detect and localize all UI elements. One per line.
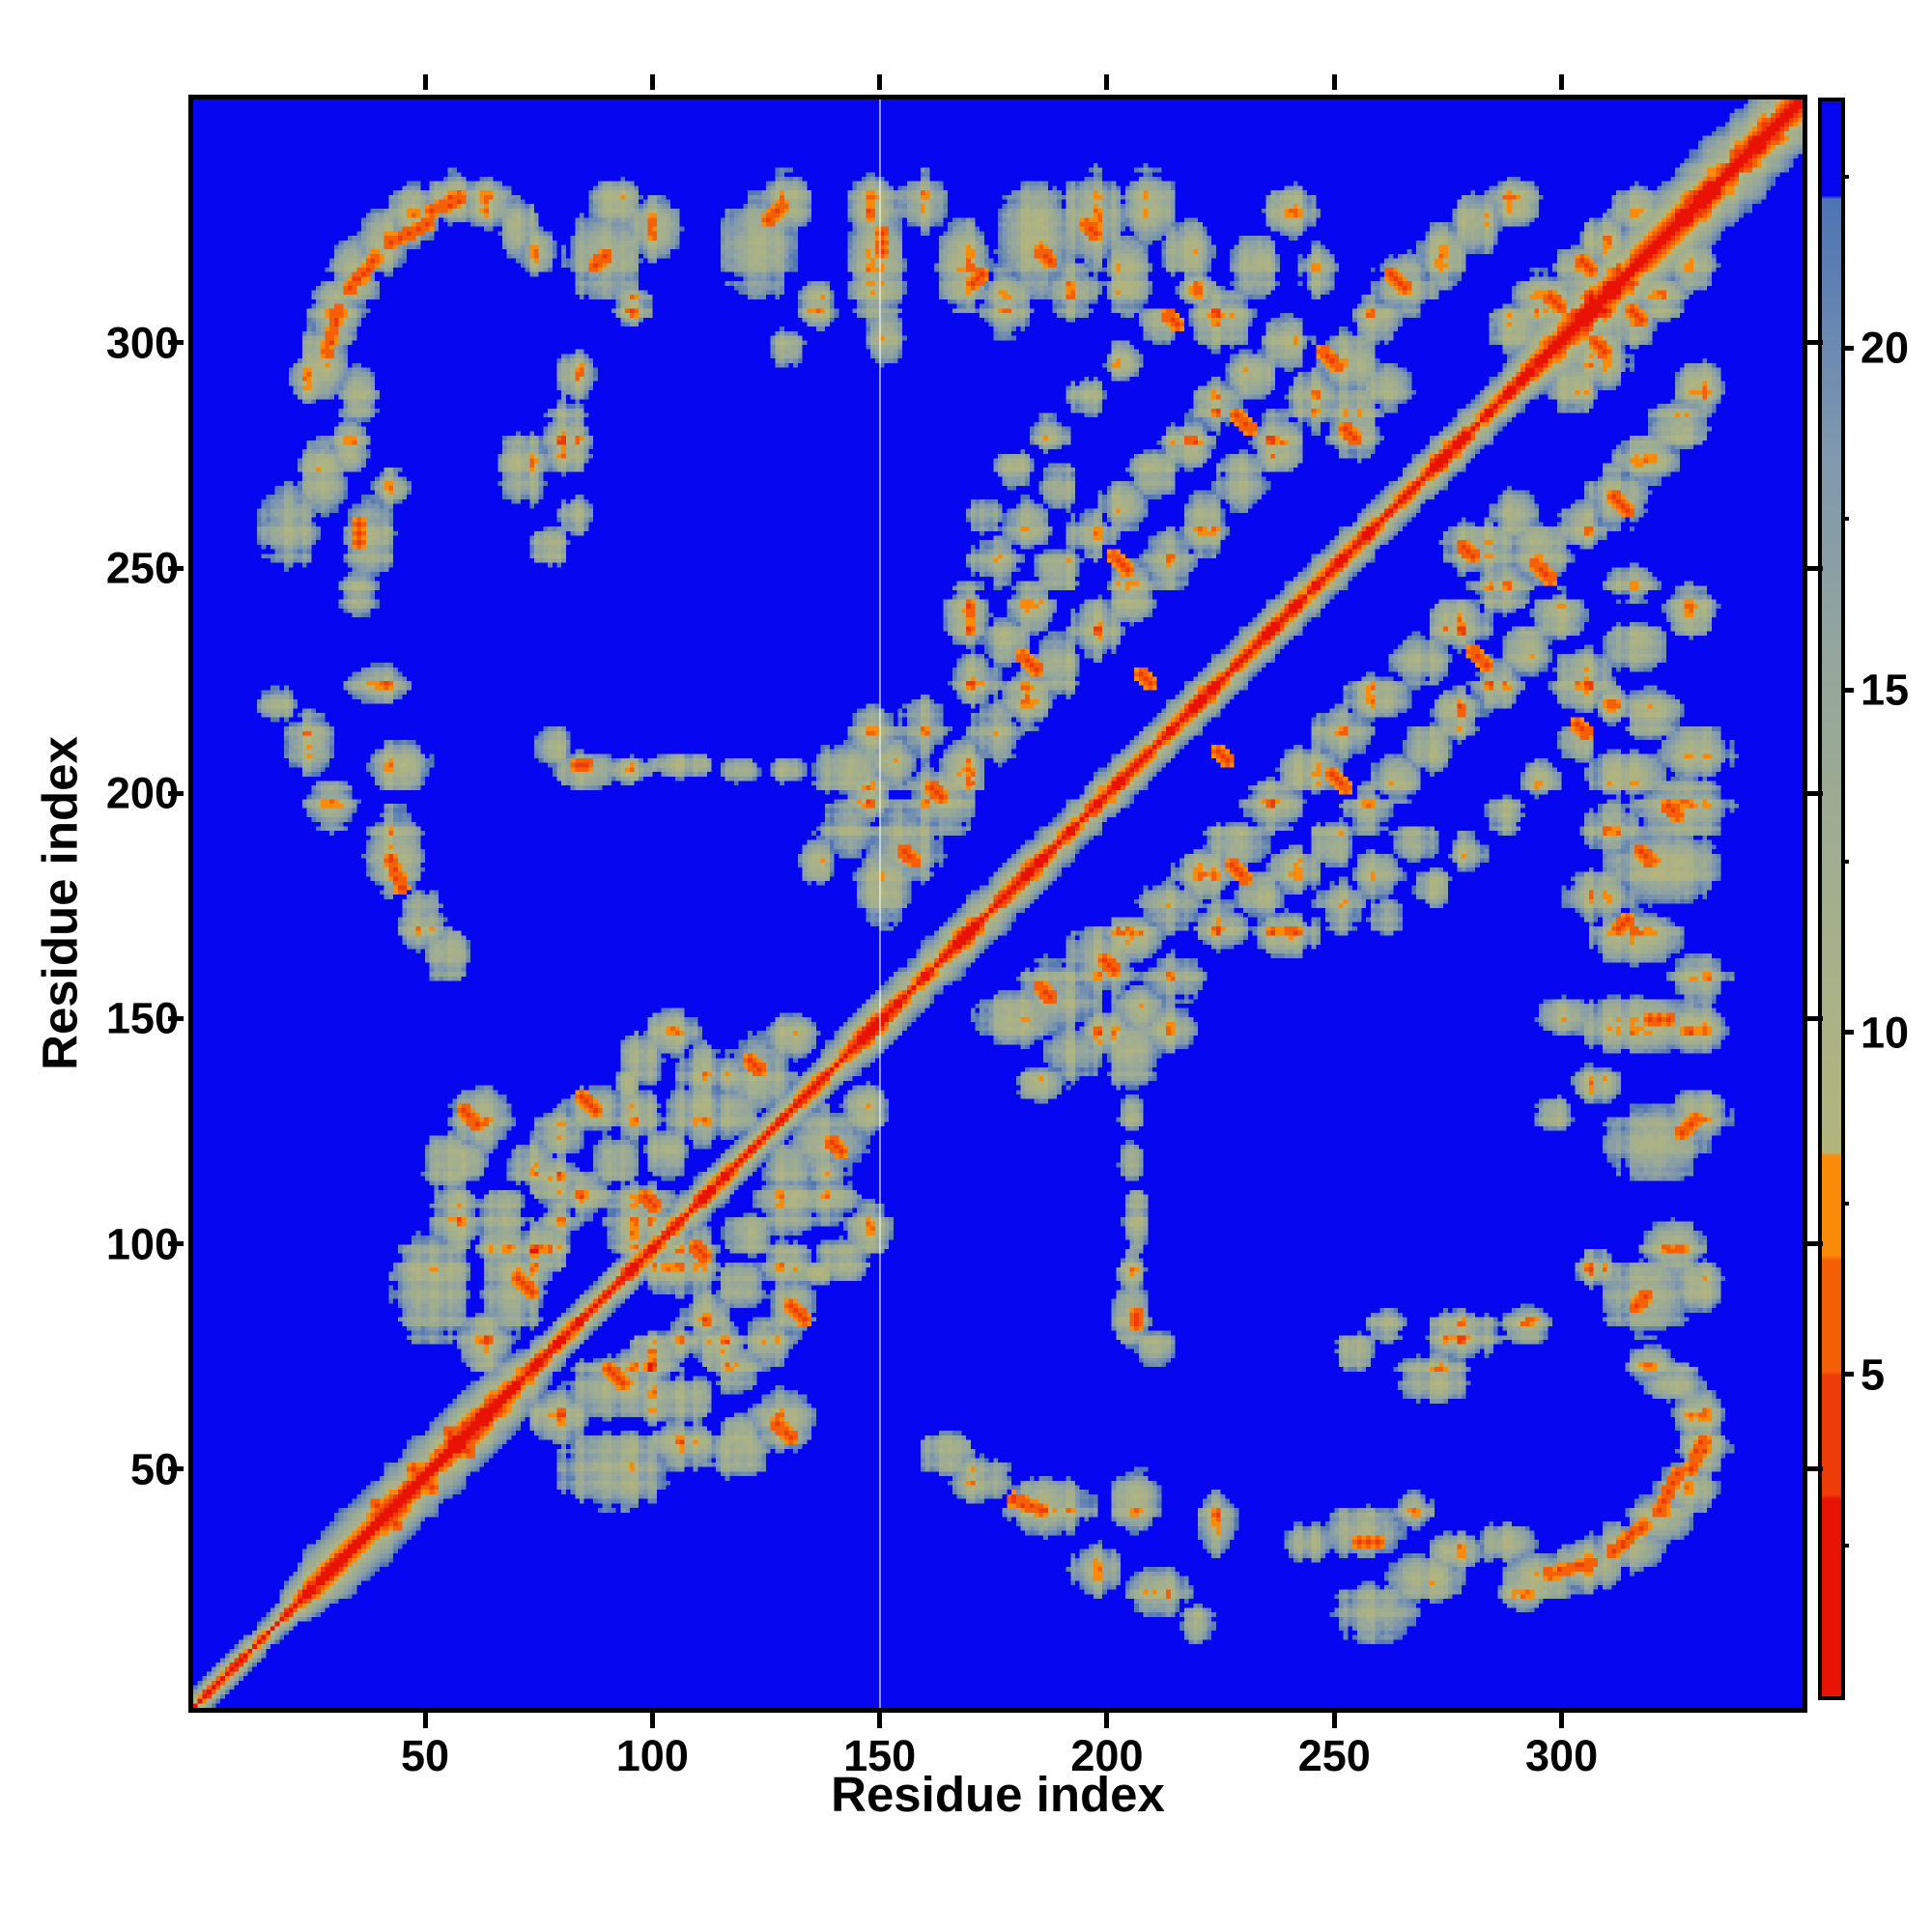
- colorbar-gradient: [1822, 101, 1841, 1696]
- colorbar-minor-tick: [1841, 517, 1849, 522]
- x-axis-tick-top: [1559, 74, 1565, 90]
- y-tick-label: 300: [105, 318, 179, 368]
- vertical-artifact-line: [878, 99, 881, 1708]
- y-axis-tick: [168, 1241, 184, 1247]
- colorbar-tick: [1841, 345, 1854, 351]
- y-tick-label: 200: [105, 768, 179, 818]
- x-axis-tick: [1104, 1713, 1110, 1728]
- x-axis-tick-top: [1331, 74, 1337, 90]
- x-tick-label: 300: [1525, 1731, 1599, 1780]
- colorbar-minor-tick: [1841, 859, 1849, 864]
- colorbar-tick-label: 5: [1861, 1350, 1886, 1400]
- colorbar-minor-tick: [1841, 1201, 1849, 1206]
- x-axis-tick-top: [422, 74, 428, 90]
- x-axis-tick: [877, 1713, 883, 1728]
- y-tick-label: 150: [105, 993, 179, 1043]
- distance-map-heatmap: [193, 99, 1803, 1708]
- colorbar-tick: [1841, 1030, 1854, 1036]
- y-tick-label: 50: [129, 1444, 179, 1494]
- x-tick-label: 150: [843, 1731, 917, 1780]
- x-axis-tick-top: [877, 74, 883, 90]
- y-tick-label: 100: [105, 1219, 179, 1269]
- colorbar: [1818, 98, 1845, 1700]
- y-axis-tick: [168, 1466, 184, 1472]
- y-axis-tick-right: [1807, 1466, 1823, 1472]
- colorbar-minor-tick: [1841, 174, 1849, 179]
- x-axis-tick: [422, 1713, 428, 1728]
- x-axis-label: Residue index: [831, 1767, 1165, 1822]
- x-tick-label: 250: [1297, 1731, 1371, 1780]
- x-tick-label: 100: [615, 1731, 689, 1780]
- colorbar-tick: [1841, 687, 1854, 693]
- colorbar-tick-label: 20: [1861, 323, 1910, 373]
- y-axis-tick-right: [1807, 565, 1823, 571]
- x-tick-label: 50: [400, 1731, 450, 1780]
- y-axis-tick-right: [1807, 340, 1823, 346]
- y-axis-tick-right: [1807, 1015, 1823, 1021]
- x-axis-tick-top: [649, 74, 655, 90]
- colorbar-tick-label: 15: [1861, 665, 1910, 715]
- y-axis-tick: [168, 565, 184, 571]
- y-axis-tick-right: [1807, 790, 1823, 796]
- y-axis-tick-right: [1807, 1241, 1823, 1247]
- x-tick-label: 200: [1070, 1731, 1144, 1780]
- x-axis-tick: [1559, 1713, 1565, 1728]
- y-axis-tick: [168, 340, 184, 346]
- x-axis-tick-top: [1104, 74, 1110, 90]
- x-axis-tick: [649, 1713, 655, 1728]
- colorbar-tick-label: 10: [1861, 1008, 1910, 1058]
- y-axis-tick: [168, 790, 184, 796]
- x-axis-tick: [1331, 1713, 1337, 1728]
- y-tick-label: 250: [105, 543, 179, 593]
- colorbar-minor-tick: [1841, 1544, 1849, 1548]
- y-axis-tick: [168, 1015, 184, 1021]
- colorbar-tick: [1841, 1372, 1854, 1378]
